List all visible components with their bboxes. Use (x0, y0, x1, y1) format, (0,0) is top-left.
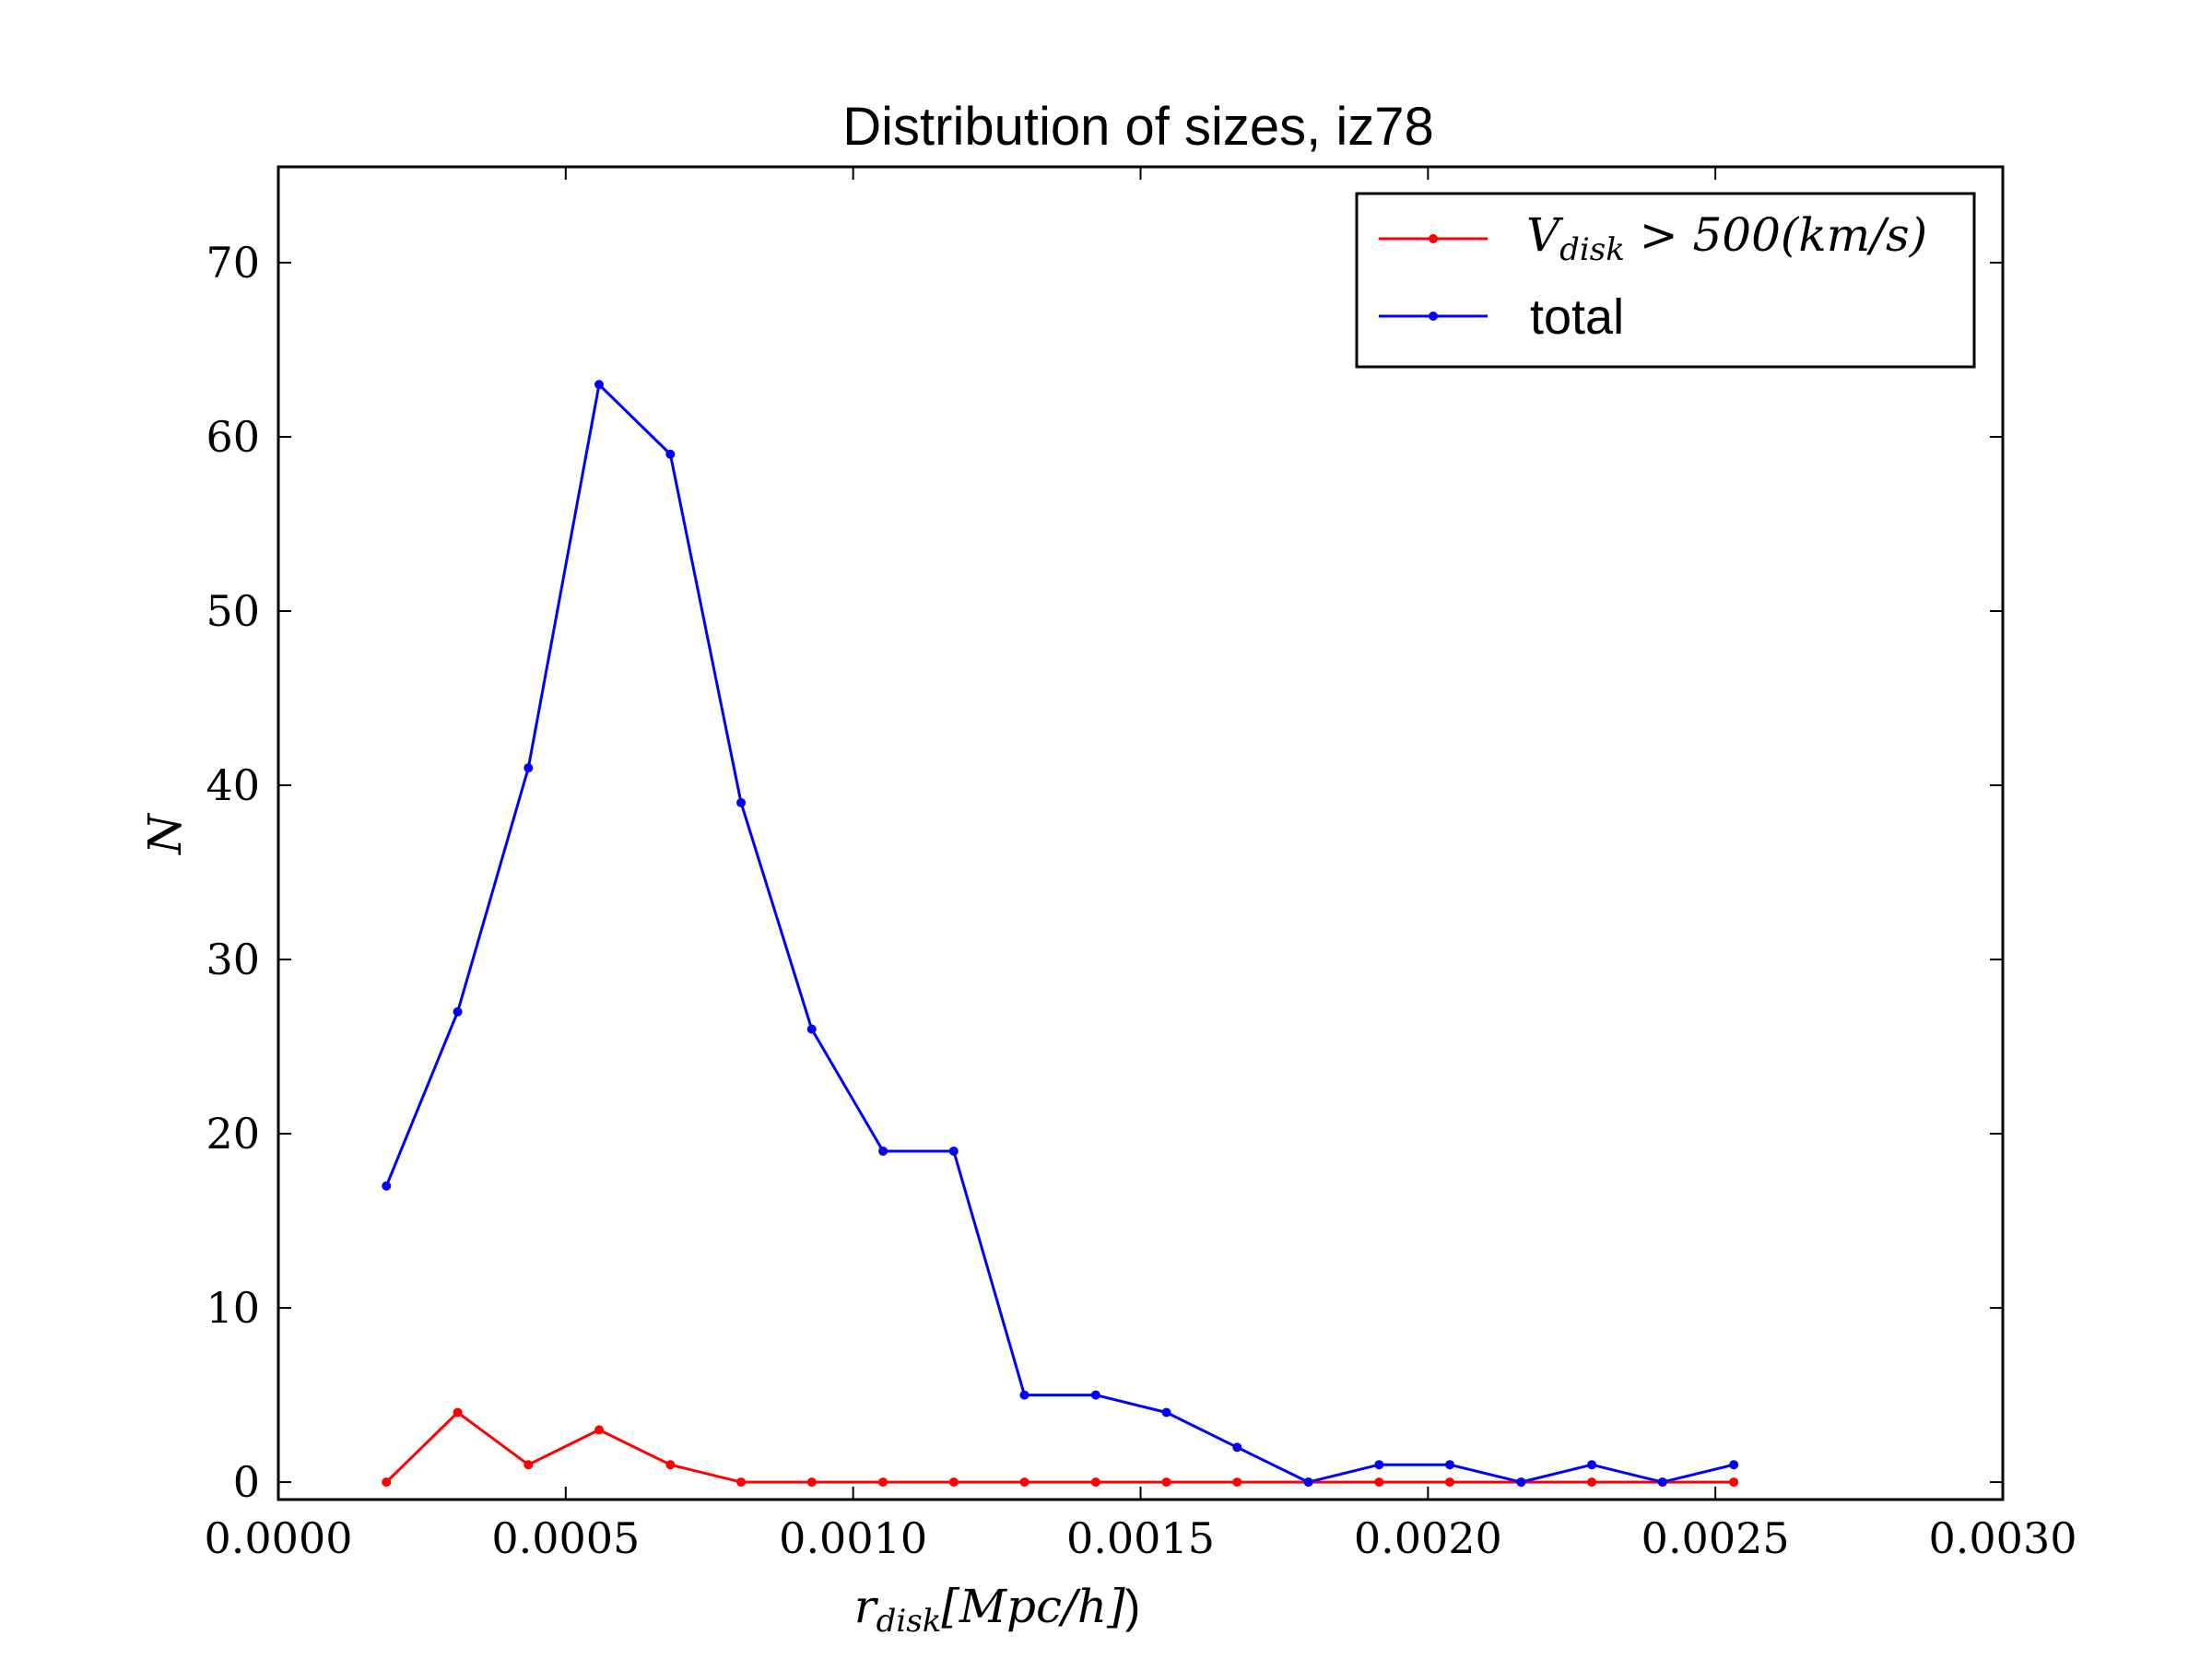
series-1-point (1445, 1460, 1455, 1470)
x-axis-label: rdisk[Mpc/h]) (854, 1580, 1141, 1640)
series-1-point (948, 1146, 959, 1156)
x-axis-label-units: [Mpc/h] (941, 1580, 1125, 1633)
x-axis-label-subscript: disk (877, 1603, 942, 1640)
x-tick-label: 0.0020 (1354, 1513, 1502, 1563)
series-1-point (453, 1006, 463, 1017)
series-0-point (665, 1460, 676, 1470)
series-1-point (1303, 1477, 1313, 1488)
series-1-point (1587, 1460, 1597, 1470)
series-1-point (806, 1024, 817, 1034)
series-0-point (806, 1477, 817, 1488)
series-0-point (1587, 1477, 1597, 1488)
series-0-point (1161, 1477, 1171, 1488)
legend-label-series0: Vdisk > 500(km/s) (1526, 208, 1927, 268)
series-line-0 (385, 1410, 1735, 1484)
series-1-point (382, 1181, 392, 1191)
series-0-point (524, 1460, 534, 1470)
series-line-1 (384, 382, 1735, 1484)
series-1-point (1161, 1407, 1171, 1418)
series-0-point (1445, 1477, 1455, 1488)
series-0-point (948, 1477, 959, 1488)
x-tick-label: 0.0015 (1066, 1513, 1215, 1563)
legend: Vdisk > 500(km/s) total (1355, 192, 1976, 369)
y-tick-label: 60 (206, 412, 260, 462)
y-tick-label: 50 (206, 586, 260, 636)
series-1-point (736, 797, 747, 807)
series-1-point (878, 1146, 888, 1156)
y-tick-label: 40 (206, 760, 260, 810)
tick-labels: 0.0000 0.0005 0.0010 0.0015 0.0020 0.0025 0.00… (205, 238, 2077, 1563)
series-0-point (594, 1425, 605, 1435)
y-tick-label: 10 (206, 1283, 260, 1333)
x-tick-label: 0.0010 (779, 1513, 927, 1563)
x-tick-label: 0.0030 (1929, 1513, 2077, 1563)
series-1-point (1019, 1390, 1030, 1400)
series-1-point (594, 380, 605, 390)
y-tick-label: 0 (233, 1457, 260, 1507)
x-tick-label: 0.0000 (205, 1513, 353, 1563)
series-0-point (1374, 1477, 1384, 1488)
series-0-point (878, 1477, 888, 1488)
legend-label-series0-base: V (1526, 208, 1564, 262)
series-1-point (1729, 1460, 1739, 1470)
series-0-point (1090, 1477, 1100, 1488)
series-1-point (1090, 1390, 1100, 1400)
x-tick-label: 0.0025 (1641, 1513, 1790, 1563)
plot-series (382, 380, 1739, 1488)
series-1-point (1232, 1442, 1242, 1453)
series-0-point (736, 1477, 747, 1488)
x-axis-label-paren: ) (1125, 1581, 1141, 1632)
series-1-point (1516, 1477, 1526, 1488)
series-1-point (665, 449, 676, 459)
legend-marker-series1 (1429, 312, 1438, 321)
legend-marker-series0 (1429, 234, 1438, 243)
series-0-point (1729, 1477, 1739, 1488)
legend-label-series0-rest: > 500(km/s) (1625, 208, 1927, 262)
series-0-point (1019, 1477, 1030, 1488)
x-axis-label-base: r (854, 1580, 879, 1633)
series-1-point (524, 763, 534, 773)
y-tick-label: 20 (206, 1109, 260, 1159)
series-1-point (1374, 1460, 1384, 1470)
legend-label-series0-subscript: disk (1559, 231, 1625, 268)
y-tick-label: 70 (206, 238, 260, 288)
chart-title: Distribution of sizes, iz78 (842, 97, 1433, 157)
y-tick-label: 30 (206, 935, 260, 984)
series-0-point (382, 1477, 392, 1488)
series-0-point (1232, 1477, 1242, 1488)
series-0-point (453, 1407, 463, 1418)
legend-box (1355, 192, 1976, 369)
series-1-point (1657, 1477, 1667, 1488)
x-tick-label: 0.0005 (491, 1513, 640, 1563)
y-axis-label: N (138, 812, 192, 855)
plot-frame (276, 165, 2005, 1501)
legend-label-series1: total (1530, 289, 1624, 345)
